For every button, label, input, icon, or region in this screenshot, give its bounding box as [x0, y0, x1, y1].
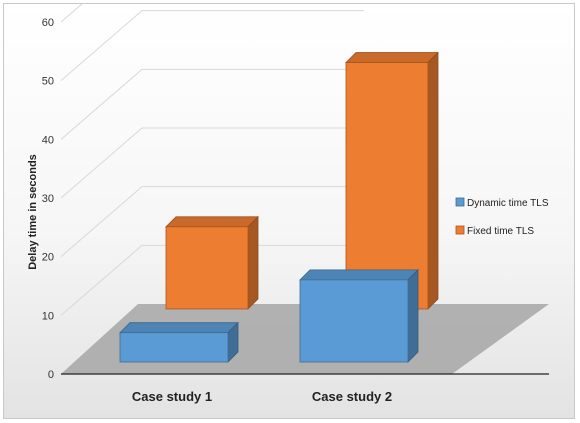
y-tick-label: 0: [48, 369, 54, 381]
bar-top-face: [119, 322, 239, 334]
grid-line: [60, 68, 364, 140]
bar: [299, 279, 409, 363]
category-label: Case study 1: [132, 389, 212, 404]
grid-line: [60, 127, 364, 199]
bar-top-face: [299, 269, 419, 281]
bar-side-face: [247, 215, 259, 310]
grid-line: [60, 244, 364, 316]
legend-swatch: [455, 197, 465, 207]
grid-line: [60, 10, 364, 82]
y-tick-label: 60: [42, 17, 54, 29]
bar-top-face: [165, 216, 259, 228]
legend: Dynamic time TLS Fixed time TLS: [455, 197, 549, 237]
bar: [165, 226, 249, 310]
y-tick-label: 40: [42, 134, 54, 146]
bar-side-face: [407, 268, 419, 363]
legend-swatch: [455, 225, 465, 235]
bars: [119, 51, 439, 363]
y-tick-label: 30: [42, 193, 54, 205]
y-tick-label: 50: [42, 76, 54, 88]
y-axis-title: Delay time in seconds: [27, 154, 39, 270]
y-tick-labels: 0 10 20 30 40 50 60: [42, 17, 54, 381]
y-tick-label: 20: [42, 252, 54, 264]
category-label: Case study 2: [312, 389, 392, 404]
bar: [119, 332, 229, 363]
bar-top-face: [345, 52, 439, 63]
grid-line: [60, 186, 364, 258]
category-labels: Case study 1 Case study 2: [132, 389, 392, 404]
legend-label: Dynamic time TLS: [467, 198, 549, 209]
chart-frame: 0 10 20 30 40 50 60 Case study 1 Case study 2 D…: [3, 3, 575, 419]
chart-svg: 0 10 20 30 40 50 60 Case study 1 Case study 2 D…: [27, 4, 549, 404]
legend-label: Fixed time TLS: [467, 226, 534, 237]
y-tick-label: 10: [42, 310, 54, 322]
bar: [345, 62, 429, 310]
grid-lines: [60, 4, 364, 316]
grid-line: [60, 4, 83, 23]
bar-side-face: [427, 51, 439, 310]
